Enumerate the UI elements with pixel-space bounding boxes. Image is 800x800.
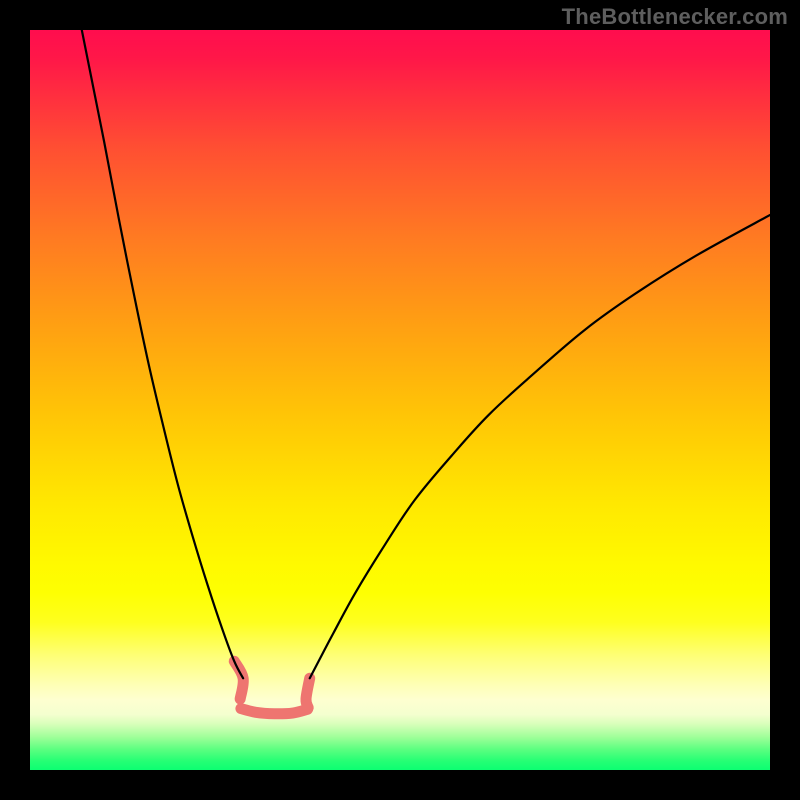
valley-marker-bottom bbox=[241, 709, 308, 714]
curve-right bbox=[310, 215, 770, 678]
curves-layer bbox=[30, 30, 770, 770]
valley-marker-left bbox=[234, 661, 243, 699]
curve-left bbox=[82, 30, 243, 678]
plot-area bbox=[30, 30, 770, 770]
valley-marker-right bbox=[306, 678, 310, 708]
watermark-text: TheBottlenecker.com bbox=[562, 4, 788, 30]
chart-stage: TheBottlenecker.com bbox=[0, 0, 800, 800]
